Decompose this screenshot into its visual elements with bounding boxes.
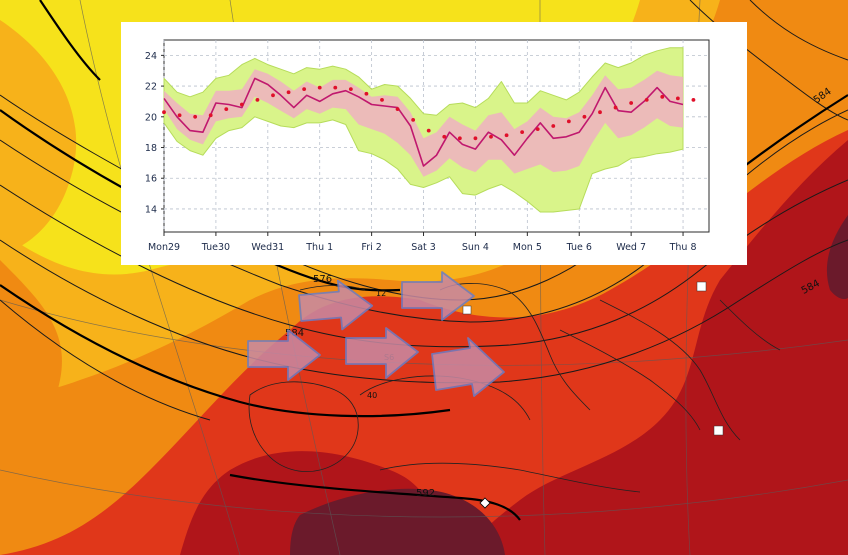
ensemble-bands	[163, 47, 684, 213]
y-tick-label: 22	[145, 82, 157, 93]
x-tick-label: Tue30	[201, 242, 230, 253]
x-tick-label: Tue 6	[566, 242, 592, 253]
arrow-icon	[247, 329, 321, 381]
x-tick-label: Mon29	[148, 242, 180, 253]
mean-point	[255, 98, 260, 102]
ensemble-chart-panel: 14 16 18 20 22 24 Mon29 Tue30 Wed31 Thu 1 Fri 2 Sa…	[121, 22, 747, 265]
y-tick-label: 14	[145, 204, 157, 215]
mean-point	[504, 133, 509, 138]
dark-red-zone	[460, 140, 848, 555]
arrow-icon	[401, 271, 475, 321]
mean-point	[473, 136, 478, 141]
x-tick-label: Fri 2	[361, 242, 381, 253]
mean-point	[691, 98, 696, 102]
mean-point	[457, 136, 462, 141]
mean-point	[317, 85, 322, 90]
y-tick-label: 20	[145, 112, 157, 123]
arrow-icon	[298, 279, 374, 331]
y-tick-label: 24	[145, 51, 157, 62]
arrow-icon	[345, 327, 419, 379]
orange-coast-zone	[0, 260, 62, 490]
y-tick-label: 18	[145, 143, 157, 154]
x-axis: Mon29 Tue30 Wed31 Thu 1 Fri 2 Sat 3 Sun 4 Mon 5…	[148, 232, 697, 253]
maroon-zone	[290, 488, 505, 555]
mean-point	[162, 110, 166, 115]
ensemble-temperature-chart: 14 16 18 20 22 24 Mon29 Tue30 Wed31 Thu 1 Fri 2 Sa…	[145, 39, 710, 253]
x-tick-label: Mon 5	[513, 242, 542, 253]
contour-label-12: 12	[376, 289, 386, 298]
mean-point	[629, 101, 634, 105]
mean-point	[286, 90, 291, 95]
x-tick-label: Sat 3	[411, 242, 436, 253]
mean-point	[411, 117, 416, 122]
mean-point	[489, 134, 493, 139]
mean-point	[333, 85, 338, 90]
mean-point	[566, 119, 571, 124]
x-tick-label: Sun 4	[462, 242, 489, 253]
mean-point	[224, 107, 229, 112]
series-lines	[162, 77, 696, 167]
x-tick-label: Thu 1	[305, 242, 333, 253]
mean-point	[380, 98, 384, 102]
x-tick-label: Thu 8	[669, 242, 697, 253]
mean-point	[644, 98, 649, 102]
mean-point	[598, 110, 602, 115]
mean-point	[613, 105, 618, 110]
mean-point	[348, 87, 353, 92]
mean-point	[193, 114, 198, 119]
mean-point	[442, 134, 447, 139]
y-axis: 14 16 18 20 22 24	[145, 51, 164, 215]
x-tick-label: Wed31	[251, 242, 284, 253]
mean-point	[364, 91, 369, 96]
mean-point	[675, 96, 680, 101]
arrow-icon	[431, 337, 505, 397]
mean-point	[177, 113, 182, 118]
maroon-zone-east	[826, 215, 848, 300]
y-tick-label: 16	[145, 174, 157, 185]
mean-point	[520, 130, 525, 135]
latitude-label-40: 40	[367, 391, 377, 400]
map-small-labels	[462, 281, 724, 509]
mean-point	[239, 102, 244, 107]
mean-point	[582, 114, 587, 119]
mean-point	[395, 107, 400, 112]
mean-point	[208, 113, 213, 118]
mean-point	[660, 94, 665, 99]
mean-point	[271, 93, 275, 98]
mean-point	[426, 128, 431, 133]
mean-point	[551, 124, 556, 128]
contour-label-576: 576	[313, 274, 332, 285]
x-tick-label: Wed 7	[616, 242, 646, 253]
series-line-main	[163, 77, 684, 167]
wind-arrows	[247, 271, 505, 397]
contour-label-584-west: 584	[285, 328, 304, 339]
ensemble-inner-band	[164, 69, 683, 177]
mean-point	[535, 127, 540, 131]
contour-label-592: 592	[416, 488, 435, 499]
mean-point	[302, 87, 307, 92]
